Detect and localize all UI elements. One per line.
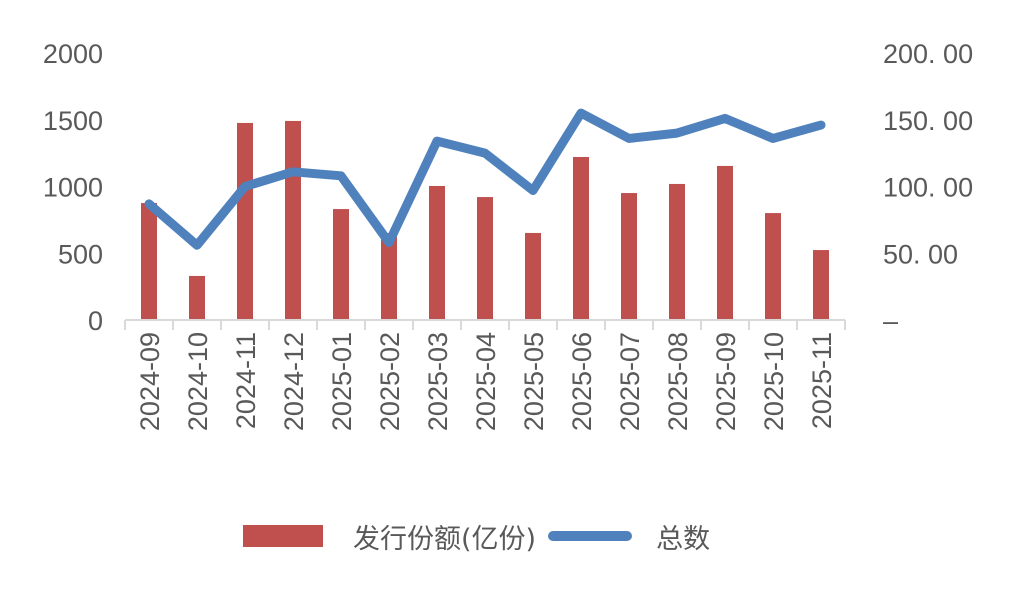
right-y-axis: – 50. 00 100. 00 150. 00 200. 00: [883, 39, 973, 336]
x-tick-label: 2025-09: [711, 332, 741, 431]
x-tick-label: 2025-11: [807, 332, 837, 429]
bar: [333, 209, 349, 320]
left-y-tick-label: 2000: [43, 39, 103, 69]
bar: [285, 120, 301, 320]
left-y-tick-label: 1000: [43, 173, 103, 203]
x-tick-label: 2025-07: [615, 332, 645, 431]
x-tick-label: 2025-03: [423, 332, 453, 431]
bar: [765, 213, 781, 320]
x-tick-label: 2025-01: [327, 332, 357, 431]
x-tick-label: 2025-02: [375, 332, 405, 431]
x-tick-label: 2025-08: [663, 332, 693, 431]
left-y-axis: 0 500 1000 1500 2000: [43, 39, 103, 336]
x-tick-label: 2024-12: [279, 332, 309, 431]
bar: [525, 232, 541, 320]
legend-line-swatch: [548, 531, 633, 541]
x-axis: 2024-09 2024-10 2024-11 2024-12 2025-01 2025-…: [124, 319, 846, 431]
bar: [717, 165, 733, 320]
x-tick-label: 2024-09: [135, 332, 165, 431]
legend-line-label: 总数: [656, 523, 711, 555]
bar-series: [141, 120, 829, 320]
legend-bar-swatch: [243, 525, 323, 547]
combo-chart: 0 500 1000 1500 2000 – 50. 00 100. 00 150. 00 20…: [43, 39, 973, 431]
x-tick-label: 2024-10: [183, 332, 213, 431]
x-tick-label: 2025-05: [519, 332, 549, 431]
right-y-tick-label: 100. 00: [883, 173, 973, 203]
bar: [141, 203, 157, 320]
left-y-tick-label: 0: [88, 306, 103, 336]
legend: 发行份额(亿份) 总数: [243, 516, 710, 556]
x-tick-label: 2024-11: [231, 332, 261, 429]
x-tick-label: 2025-04: [471, 332, 501, 431]
x-tick-label: 2025-10: [759, 332, 789, 431]
left-y-tick-label: 1500: [43, 106, 103, 136]
bar: [669, 183, 685, 320]
right-y-tick-label: 200. 00: [883, 39, 973, 69]
legend-bar-label: 发行份额(亿份): [353, 523, 537, 555]
right-y-tick-label: 50. 00: [883, 239, 958, 269]
bar: [189, 275, 205, 320]
x-tick-label: 2025-06: [567, 332, 597, 431]
bar: [237, 122, 253, 320]
bar: [621, 193, 637, 320]
right-y-tick-label: 150. 00: [883, 106, 973, 136]
bar: [381, 232, 397, 320]
bar: [573, 156, 589, 320]
bar: [429, 185, 445, 320]
line-series: [144, 108, 826, 250]
bar: [813, 250, 829, 320]
bar: [477, 197, 493, 320]
left-y-tick-label: 500: [58, 239, 103, 269]
right-y-tick-label: –: [883, 306, 898, 336]
total-line: [144, 108, 826, 250]
